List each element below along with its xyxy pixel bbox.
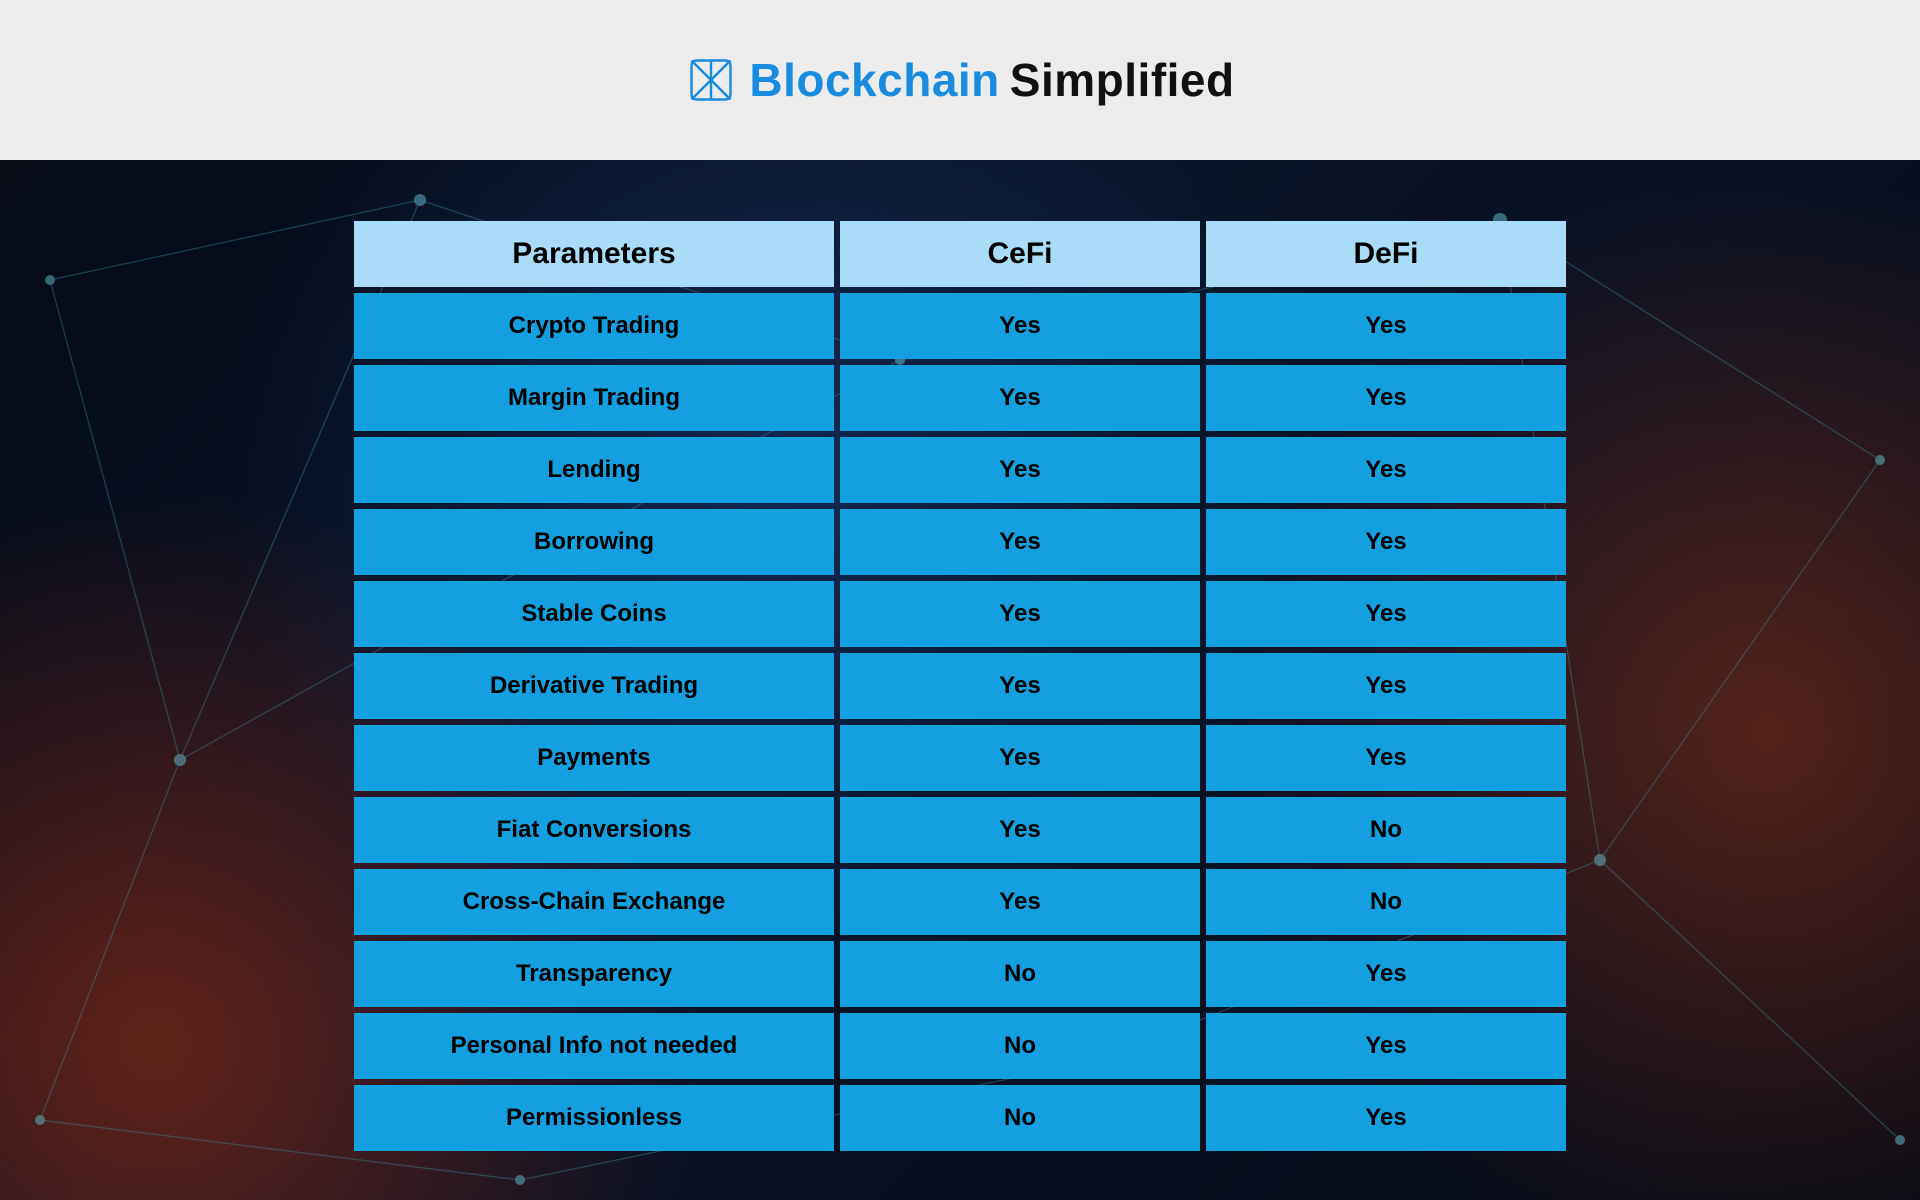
table-row: BorrowingYesYes — [354, 509, 1566, 575]
logo: BlockchainSimplified — [685, 53, 1234, 107]
col-header-defi: DeFi — [1206, 221, 1566, 287]
table-body: Crypto TradingYesYesMargin TradingYesYes… — [354, 293, 1566, 1151]
cefi-cell: Yes — [840, 293, 1200, 359]
cefi-cell: Yes — [840, 797, 1200, 863]
cefi-cell: Yes — [840, 653, 1200, 719]
defi-cell: Yes — [1206, 1013, 1566, 1079]
table-row: Cross-Chain ExchangeYesNo — [354, 869, 1566, 935]
param-cell: Margin Trading — [354, 365, 834, 431]
cefi-cell: Yes — [840, 869, 1200, 935]
cefi-cell: Yes — [840, 509, 1200, 575]
defi-cell: Yes — [1206, 581, 1566, 647]
table-row: Crypto TradingYesYes — [354, 293, 1566, 359]
defi-cell: Yes — [1206, 653, 1566, 719]
param-cell: Crypto Trading — [354, 293, 834, 359]
table-row: Stable CoinsYesYes — [354, 581, 1566, 647]
table-row: PaymentsYesYes — [354, 725, 1566, 791]
table-header-row: Parameters CeFi DeFi — [354, 221, 1566, 287]
defi-cell: Yes — [1206, 1085, 1566, 1151]
defi-cell: Yes — [1206, 509, 1566, 575]
defi-cell: Yes — [1206, 437, 1566, 503]
table-row: LendingYesYes — [354, 437, 1566, 503]
cefi-cell: Yes — [840, 365, 1200, 431]
table-row: Personal Info not neededNoYes — [354, 1013, 1566, 1079]
defi-cell: Yes — [1206, 725, 1566, 791]
param-cell: Derivative Trading — [354, 653, 834, 719]
logo-word-1: Blockchain — [749, 54, 999, 106]
content-area: Parameters CeFi DeFi Crypto TradingYesYe… — [0, 160, 1920, 1200]
table-row: Margin TradingYesYes — [354, 365, 1566, 431]
table-head: Parameters CeFi DeFi — [354, 221, 1566, 287]
param-cell: Borrowing — [354, 509, 834, 575]
col-header-cefi: CeFi — [840, 221, 1200, 287]
defi-cell: Yes — [1206, 365, 1566, 431]
cefi-cell: Yes — [840, 581, 1200, 647]
table-row: TransparencyNoYes — [354, 941, 1566, 1007]
defi-cell: No — [1206, 797, 1566, 863]
cefi-cell: No — [840, 1085, 1200, 1151]
table-row: PermissionlessNoYes — [354, 1085, 1566, 1151]
blockchain-logo-icon — [685, 54, 737, 106]
defi-cell: No — [1206, 869, 1566, 935]
logo-text: BlockchainSimplified — [749, 53, 1234, 107]
param-cell: Permissionless — [354, 1085, 834, 1151]
param-cell: Cross-Chain Exchange — [354, 869, 834, 935]
param-cell: Lending — [354, 437, 834, 503]
param-cell: Fiat Conversions — [354, 797, 834, 863]
logo-word-2: Simplified — [1010, 54, 1235, 106]
param-cell: Transparency — [354, 941, 834, 1007]
cefi-cell: No — [840, 941, 1200, 1007]
cefi-cell: Yes — [840, 437, 1200, 503]
cefi-cell: Yes — [840, 725, 1200, 791]
defi-cell: Yes — [1206, 941, 1566, 1007]
table-row: Derivative TradingYesYes — [354, 653, 1566, 719]
defi-cell: Yes — [1206, 293, 1566, 359]
cefi-cell: No — [840, 1013, 1200, 1079]
param-cell: Payments — [354, 725, 834, 791]
table-row: Fiat ConversionsYesNo — [354, 797, 1566, 863]
param-cell: Stable Coins — [354, 581, 834, 647]
param-cell: Personal Info not needed — [354, 1013, 834, 1079]
header-bar: BlockchainSimplified — [0, 0, 1920, 160]
comparison-table: Parameters CeFi DeFi Crypto TradingYesYe… — [348, 215, 1572, 1157]
col-header-parameters: Parameters — [354, 221, 834, 287]
